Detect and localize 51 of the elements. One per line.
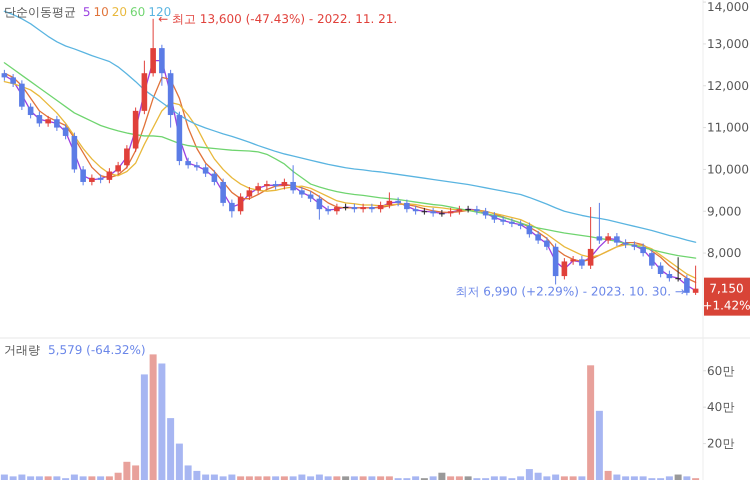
bar <box>290 476 297 480</box>
bar <box>674 474 682 480</box>
bar <box>333 476 340 480</box>
bar <box>368 476 376 480</box>
bar <box>360 476 367 480</box>
text: 10 <box>93 5 109 19</box>
text: +1.42% <box>702 298 750 313</box>
y-tick-label: 14,000 <box>707 0 749 14</box>
chart-title: 거래량 <box>4 343 40 357</box>
text: 20 <box>112 5 128 19</box>
text: 7,150 <box>709 282 744 296</box>
bar <box>228 474 236 480</box>
bar <box>683 476 690 480</box>
bar <box>350 476 358 480</box>
bar <box>578 476 586 480</box>
bar <box>464 476 472 480</box>
bar <box>596 410 603 480</box>
bar <box>386 476 393 480</box>
bar <box>150 354 157 480</box>
bar <box>342 476 350 480</box>
bar <box>377 476 384 480</box>
bar <box>438 472 446 480</box>
bar <box>456 476 463 480</box>
y-tick-label: 13,000 <box>707 36 749 51</box>
bar <box>430 476 437 480</box>
bar <box>88 476 96 480</box>
legend-title: 단순이동평균 <box>4 5 80 19</box>
text: 60 <box>130 5 146 19</box>
y-tick-label: 9,000 <box>707 204 742 218</box>
bar <box>280 476 288 480</box>
bar <box>604 470 612 480</box>
y-tick-label: 11,000 <box>707 120 749 135</box>
bar <box>263 476 270 480</box>
bar <box>237 476 244 480</box>
bar <box>36 476 43 480</box>
bar <box>447 476 454 480</box>
bar <box>44 476 52 480</box>
annotation: 5,579 (-64.32%) <box>48 343 146 357</box>
bar <box>140 374 148 480</box>
y-tick-label: 20만 <box>707 436 734 451</box>
bar <box>97 476 104 480</box>
bar <box>666 476 673 480</box>
y-tick-label: 40만 <box>707 400 734 414</box>
text: 5 <box>82 5 90 19</box>
y-tick-label: 10,000 <box>707 162 749 176</box>
bar <box>587 365 594 480</box>
bar <box>272 476 280 480</box>
y-tick-label: 8,000 <box>707 246 742 260</box>
y-tick-label: 60만 <box>707 364 734 378</box>
annotation: 최저 6,990 (+2.29%) - 2023. 10. 30. → <box>455 284 685 298</box>
y-tick-label: 12,000 <box>707 78 749 93</box>
